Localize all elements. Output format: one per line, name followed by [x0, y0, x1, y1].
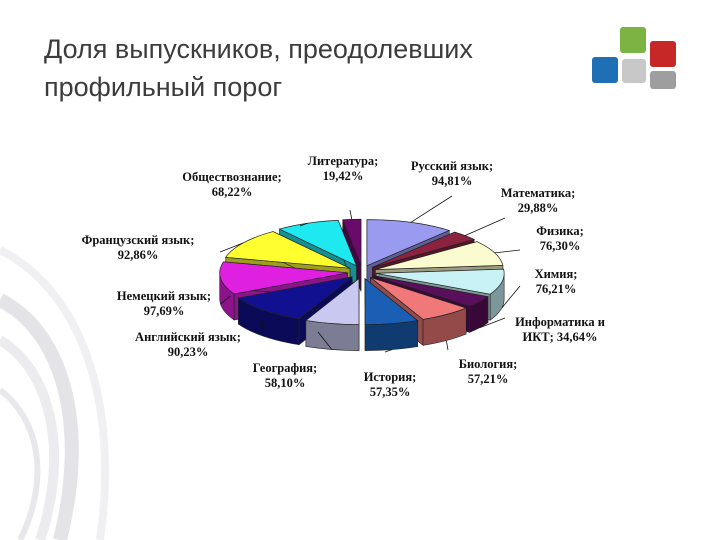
data-label-10: Немецкий язык; 97,69% [117, 289, 211, 318]
leader-line-7 [384, 349, 393, 353]
data-label-2: Математика; 29,88% [501, 186, 576, 215]
data-label-5: Информатика и ИКТ; 34,64% [515, 315, 605, 344]
data-label-9-line-1: Английский язык; [135, 330, 241, 344]
data-label-12: Обществознание; 68,22% [182, 170, 281, 199]
leader-line-11 [219, 242, 244, 253]
pie-slice-6-top [370, 277, 468, 320]
data-label-1-line-2: 94,81% [432, 174, 473, 188]
pie-slice-10-top [219, 261, 348, 295]
data-label-6-line-2: 57,21% [468, 372, 509, 386]
data-label-5-line-1: Информатика и [515, 315, 605, 329]
data-label-7-line-1: История; [364, 370, 417, 384]
pie-slice-7-top [364, 277, 419, 325]
data-label-7-line-2: 57,35% [370, 385, 411, 399]
data-label-2-line-1: Математика; [501, 186, 576, 200]
pie-slice-8-side-1 [305, 320, 360, 351]
logo-square-red [650, 41, 676, 67]
data-label-1-line-1: Русский язык; [411, 159, 493, 173]
data-label-4: Химия; 76,21% [535, 267, 578, 296]
slide-title: Доля выпускников, преодолевших профильны… [44, 30, 584, 106]
leader-line-2 [464, 217, 506, 236]
leader-line-10 [220, 295, 231, 305]
data-label-9: Английский язык; 90,23% [135, 330, 241, 359]
leader-line-8 [317, 331, 333, 350]
data-label-10-line-1: Немецкий язык; [117, 289, 211, 303]
data-label-12-line-2: 68,22% [212, 185, 253, 199]
data-label-3: Физика; 76,30% [536, 224, 584, 253]
data-label-9-line-2: 90,23% [168, 345, 209, 359]
data-label-13-line-1: Литература; [308, 154, 379, 168]
leader-line-4 [501, 285, 521, 309]
data-label-8: География; 58,10% [253, 361, 317, 390]
pie-slice-7-side-1 [364, 320, 418, 351]
pie-slice-2-top [372, 231, 476, 268]
data-label-4-line-1: Химия; [535, 267, 578, 281]
data-label-2-line-2: 29,88% [518, 201, 559, 215]
data-label-12-line-1: Обществознание; [182, 170, 281, 184]
data-label-3-line-1: Физика; [536, 224, 584, 238]
pie-slice-12-top [278, 219, 358, 267]
data-label-6: Биология; 57,21% [459, 357, 518, 386]
company-logo [592, 27, 676, 89]
data-label-11-line-2: 92,86% [118, 248, 159, 262]
leader-line-6 [445, 340, 449, 351]
logo-square-gray-small [650, 71, 676, 89]
leader-line-3 [494, 249, 521, 254]
data-label-8-line-2: 58,10% [265, 376, 306, 390]
logo-square-gray [622, 59, 646, 83]
data-label-1: Русский язык; 94,81% [411, 159, 493, 188]
leader-line-12 [299, 222, 308, 227]
pie-slice-7 [364, 277, 419, 351]
data-label-8-line-1: География; [253, 361, 317, 375]
pie-slice-8 [305, 277, 360, 351]
pie-slice-4-top [376, 268, 505, 295]
data-label-13-line-2: 19,42% [323, 169, 364, 183]
data-label-11: Французский язык; 92,86% [82, 233, 195, 262]
leader-line-13 [349, 209, 353, 220]
data-label-3-line-2: 76,30% [540, 239, 581, 253]
leader-line-9 [261, 319, 265, 337]
data-label-4-line-2: 76,21% [536, 282, 577, 296]
pie-slice-5-top [373, 275, 489, 307]
pie-slice-9-top [237, 276, 353, 320]
leader-line-1 [410, 195, 453, 223]
leader-line-5 [479, 317, 506, 329]
slide-title-line-1: Доля выпускников, преодолевших [44, 34, 473, 64]
slide-title-line-2: профильный порог [44, 72, 283, 102]
data-label-10-line-2: 97,69% [144, 304, 185, 318]
data-label-11-line-1: Французский язык; [82, 233, 195, 247]
data-label-7: История; 57,35% [364, 370, 417, 399]
pie-slice-3-top [375, 241, 504, 270]
data-label-5-line-2: ИКТ; 34,64% [522, 330, 597, 344]
data-label-6-line-1: Биология; [459, 357, 518, 371]
pie-slice-8-top [305, 277, 360, 325]
logo-square-blue [592, 57, 618, 83]
logo-square-green [620, 27, 646, 53]
data-label-13: Литература; 19,42% [308, 154, 379, 183]
